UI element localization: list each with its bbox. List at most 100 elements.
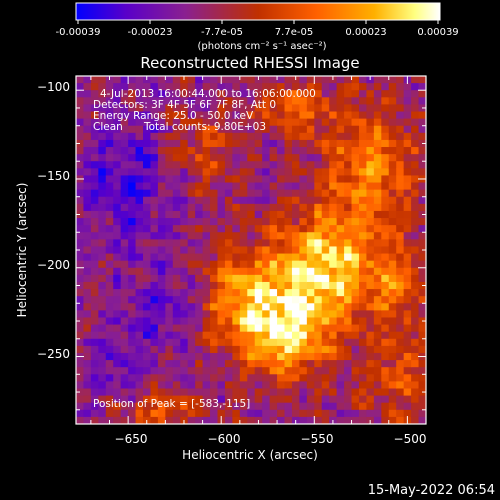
heatmap-cell — [210, 111, 219, 120]
heatmap-cell — [232, 402, 241, 411]
heatmap-cell — [291, 161, 301, 169]
heatmap-cell — [105, 381, 114, 390]
heatmap-cell — [224, 111, 233, 120]
heatmap-cell — [269, 232, 278, 240]
heatmap-cell — [418, 381, 426, 390]
heatmap-cell — [157, 210, 166, 219]
heatmap-cell — [247, 210, 256, 219]
heatmap-cell — [120, 395, 129, 404]
heatmap-cell — [284, 260, 293, 269]
heatmap-cell — [172, 281, 181, 290]
heatmap-cell — [269, 189, 278, 198]
heatmap-cell — [269, 274, 278, 283]
heatmap-cell — [120, 225, 129, 233]
heatmap-cell — [90, 281, 99, 290]
heatmap-cell — [143, 352, 152, 361]
heatmap-cell — [143, 239, 152, 248]
heatmap-cell — [373, 182, 382, 191]
heatmap-cell — [224, 175, 233, 184]
heatmap-cell — [247, 118, 256, 127]
heatmap-cell — [143, 232, 152, 240]
x-tick-label: −600 — [208, 432, 241, 446]
heatmap-cell — [210, 289, 219, 297]
heatmap-cell — [180, 218, 189, 226]
heatmap-cell — [105, 338, 114, 347]
heatmap-cell — [277, 111, 286, 120]
heatmap-cell — [411, 260, 420, 269]
heatmap-cell — [195, 203, 204, 212]
heatmap-cell — [187, 196, 196, 205]
heatmap-cell — [210, 232, 219, 240]
heatmap-cell — [269, 352, 278, 361]
heatmap-cell — [150, 331, 159, 340]
heatmap-cell — [157, 395, 166, 404]
heatmap-cell — [143, 360, 152, 368]
heatmap-cell — [373, 352, 382, 361]
heatmap-cell — [210, 97, 219, 106]
heatmap-cell — [277, 395, 286, 404]
heatmap-cell — [344, 118, 353, 127]
heatmap-cell — [143, 374, 152, 382]
heatmap-cell — [336, 395, 345, 404]
heatmap-cell — [165, 118, 174, 127]
heatmap-cell — [90, 360, 99, 368]
heatmap-cell — [113, 246, 122, 255]
heatmap-cell — [83, 196, 92, 205]
heatmap-cell — [128, 388, 137, 397]
heatmap-cell — [232, 189, 241, 198]
heatmap-cell — [269, 168, 278, 177]
heatmap-cell — [210, 416, 219, 424]
heatmap-cell — [269, 125, 278, 134]
heatmap-cell — [98, 246, 107, 255]
heatmap-cell — [165, 97, 174, 106]
heatmap-cell — [269, 409, 278, 418]
heatmap-cell — [336, 367, 345, 375]
heatmap-cell — [180, 83, 189, 91]
heatmap-cell — [150, 168, 159, 177]
heatmap-cell — [291, 168, 301, 177]
heatmap-cell — [358, 253, 368, 262]
heatmap-cell — [262, 324, 271, 333]
heatmap-cell — [157, 338, 166, 347]
heatmap-cell — [83, 324, 92, 333]
heatmap-cell — [113, 317, 122, 326]
heatmap-cell — [120, 324, 129, 333]
heatmap-cell — [291, 289, 301, 297]
heatmap-cell — [143, 147, 152, 155]
heatmap-cell — [329, 360, 338, 368]
heatmap-cell — [373, 111, 382, 120]
heatmap-cell — [366, 196, 375, 205]
heatmap-cell — [113, 324, 122, 333]
heatmap-cell — [120, 409, 129, 418]
heatmap-cell — [105, 289, 114, 297]
heatmap-cell — [202, 218, 211, 226]
heatmap-cell — [105, 139, 114, 148]
heatmap-cell — [411, 253, 420, 262]
heatmap-cell — [277, 289, 286, 297]
heatmap-cell — [217, 111, 226, 120]
heatmap-cell — [306, 416, 315, 424]
heatmap-cell — [262, 210, 271, 219]
heatmap-cell — [210, 203, 219, 212]
heatmap-cell — [277, 154, 286, 162]
heatmap-cell — [329, 239, 338, 248]
heatmap-cell — [299, 76, 308, 84]
heatmap-cell — [336, 281, 345, 290]
heatmap-cell — [202, 111, 211, 120]
heatmap-cell — [143, 310, 152, 319]
heatmap-cell — [403, 90, 412, 98]
heatmap-cell — [239, 289, 248, 297]
heatmap-cell — [284, 395, 293, 404]
heatmap-cell — [396, 253, 405, 262]
heatmap-cell — [366, 132, 375, 141]
heatmap-cell — [321, 289, 330, 297]
heatmap-cell — [98, 296, 107, 304]
heatmap-cell — [291, 360, 301, 368]
heatmap-cell — [262, 139, 271, 148]
heatmap-cell — [135, 381, 144, 390]
heatmap-cell — [202, 76, 211, 84]
heatmap-cell — [113, 331, 122, 340]
heatmap-cell — [358, 381, 368, 390]
heatmap-cell — [254, 267, 263, 276]
heatmap-cell — [76, 161, 85, 169]
